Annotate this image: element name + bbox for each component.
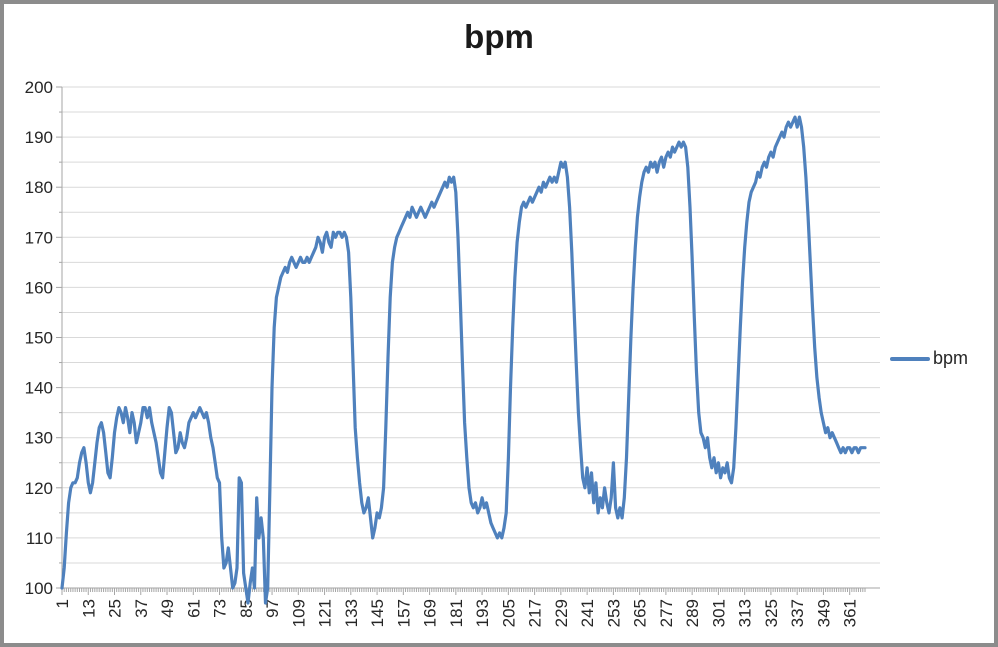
- x-tick-label: 181: [447, 599, 466, 627]
- y-tick-label: 180: [25, 178, 53, 197]
- x-tick-label: 157: [394, 599, 413, 627]
- x-axis: 1 13 25 37 49 61 73 85 97 109 121 133 145 157 169 181 19…: [53, 588, 866, 627]
- x-tick-label: 337: [788, 599, 807, 627]
- x-tick-label: 325: [762, 599, 781, 627]
- y-tick-label: 190: [25, 128, 53, 147]
- y-tick-label: 140: [25, 379, 53, 398]
- x-tick-label: 121: [316, 599, 335, 627]
- y-tick-label: 200: [25, 78, 53, 97]
- x-tick-label: 217: [526, 599, 545, 627]
- x-tick-label: 193: [473, 599, 492, 627]
- x-tick-label: 205: [499, 599, 518, 627]
- x-tick-label: 1: [53, 599, 72, 608]
- x-tick-label: 349: [814, 599, 833, 627]
- y-tick-label: 150: [25, 329, 53, 348]
- x-tick-label: 169: [421, 599, 440, 627]
- y-tick-label: 120: [25, 479, 53, 498]
- x-tick-label: 49: [158, 599, 177, 618]
- y-tick-label: 170: [25, 228, 53, 247]
- legend-label: bpm: [933, 348, 969, 368]
- y-axis: 100 110 120 130 140 150 160 170 180 190 200: [25, 78, 62, 598]
- x-tick-label: 97: [263, 599, 282, 618]
- x-tick-label: 229: [552, 599, 571, 627]
- x-tick-label: 361: [841, 599, 860, 627]
- x-tick-label: 253: [604, 599, 623, 627]
- x-tick-label: 289: [683, 599, 702, 627]
- x-tick-label: 85: [237, 599, 256, 618]
- x-tick-label: 13: [79, 599, 98, 618]
- legend[interactable]: bpm: [890, 348, 968, 369]
- y-tick-label: 130: [25, 429, 53, 448]
- series-line-bpm[interactable]: [60, 115, 867, 605]
- x-tick-label: 37: [132, 599, 151, 618]
- x-tick-label: 145: [368, 599, 387, 627]
- y-tick-label: 110: [26, 529, 53, 548]
- x-tick-label: 241: [578, 599, 597, 627]
- gridlines: [62, 86, 880, 564]
- y-tick-label: 100: [25, 579, 53, 598]
- x-tick-label: 133: [342, 599, 361, 627]
- x-tick-label: 313: [736, 599, 755, 627]
- chart-title: bpm: [464, 18, 534, 55]
- y-tick-label: 160: [25, 278, 53, 297]
- x-tick-label: 277: [657, 599, 676, 627]
- x-tick-label: 109: [289, 599, 308, 627]
- x-tick-label: 265: [631, 599, 650, 627]
- legend-line-swatch: [890, 356, 930, 361]
- x-tick-label: 301: [709, 599, 728, 627]
- x-tick-label: 73: [211, 599, 230, 618]
- x-tick-label: 25: [106, 599, 125, 618]
- x-tick-label: 61: [184, 599, 203, 618]
